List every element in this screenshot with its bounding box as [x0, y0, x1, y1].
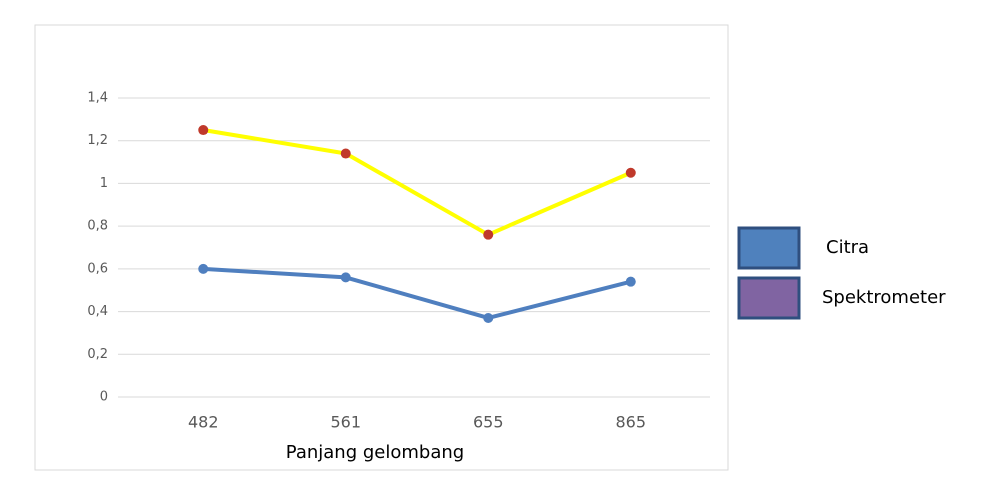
- data-point: [625, 276, 636, 287]
- x-tick-label: 561: [330, 413, 361, 432]
- y-tick-label: 1: [100, 176, 108, 191]
- chart-frame: [34, 24, 729, 471]
- series-line: [203, 266, 632, 320]
- y-tick-label: 1,4: [87, 91, 108, 106]
- data-point: [483, 229, 494, 240]
- legend-label: Spektrometer: [822, 287, 946, 308]
- x-tick-label: 482: [188, 413, 219, 432]
- y-tick-label: 0,2: [87, 347, 108, 362]
- series-line: [202, 128, 632, 237]
- data-point: [340, 148, 351, 159]
- y-tick-label: 0,8: [87, 219, 108, 234]
- y-tick-label: 0,4: [87, 304, 108, 319]
- legend-swatch: [737, 276, 801, 320]
- data-point: [340, 272, 351, 283]
- x-tick-label: 865: [615, 413, 646, 432]
- data-point: [198, 125, 209, 136]
- data-point: [625, 167, 636, 178]
- x-tick-label: 655: [473, 413, 504, 432]
- y-tick-label: 0: [100, 390, 108, 405]
- legend-label: Citra: [826, 237, 869, 258]
- x-axis-title: Panjang gelombang: [286, 442, 464, 463]
- legend-swatch: [737, 226, 801, 270]
- y-tick-label: 1,2: [87, 133, 108, 148]
- data-point: [483, 312, 494, 323]
- data-point: [198, 263, 209, 274]
- y-tick-label: 0,6: [87, 261, 108, 276]
